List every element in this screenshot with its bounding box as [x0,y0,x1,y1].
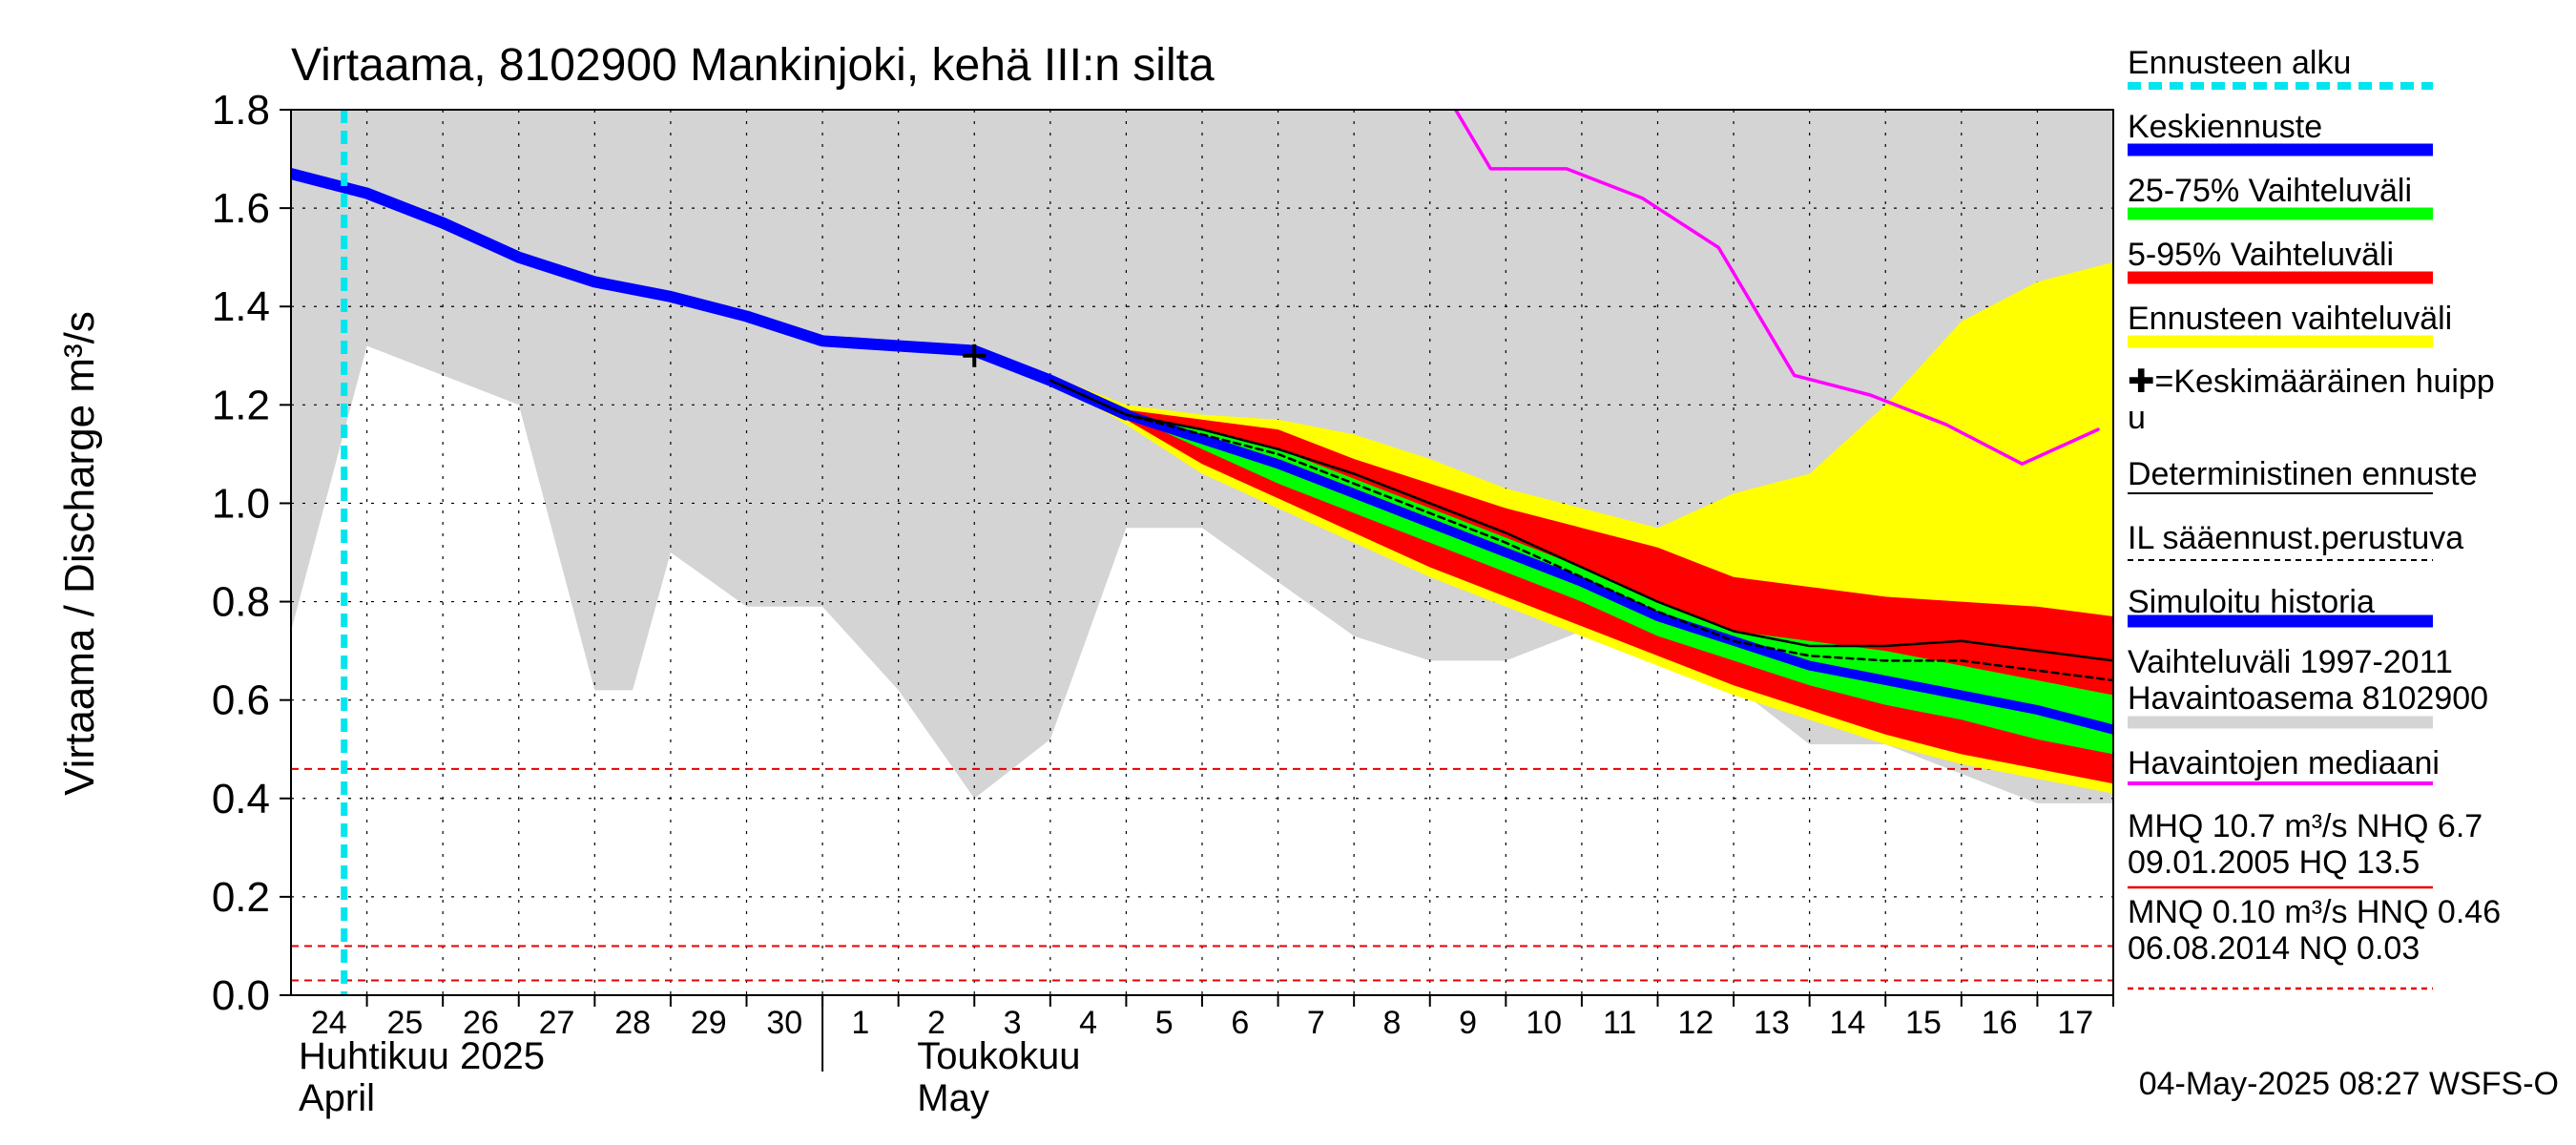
series-il-s-ennust-perustuva [1049,379,2113,682]
x-tick-label: 15 [1905,1005,1942,1041]
y-tick-label: 0.0 [212,972,270,1019]
x-tick-label: 14 [1830,1005,1866,1041]
legend-label-line2: Havaintoasema 8102900 [2128,680,2488,717]
x-tick-label: 6 [1231,1005,1249,1041]
legend-label: Vaihteluväli 1997-2011 [2128,644,2453,680]
axes: 0.00.20.40.60.81.01.21.41.61.824 25 26 27 28… [212,87,2114,1119]
x-tick-label: 11 [1603,1005,1636,1041]
legend-label: MHQ 10.7 m³/s NHQ 6.7 [2128,808,2483,844]
series-deterministinen-ennuste [1049,379,2113,662]
y-tick-label: 0.8 [212,579,270,626]
legend-label: Havaintojen mediaani [2128,745,2440,781]
x-tick-label: 27 [539,1005,575,1041]
legend-label: ✚=Keskimääräinen huipp [2128,364,2495,400]
y-tick-label: 1.8 [212,87,270,134]
x-tick-label: 7 [1307,1005,1325,1041]
x-tick-label: 17 [2057,1005,2093,1041]
x-tick-label: 13 [1754,1005,1790,1041]
legend-label: Simuloitu historia [2128,584,2375,620]
month-label-en: April [299,1077,375,1119]
month-label: Toukokuu [917,1035,1080,1077]
x-tick-label: 29 [691,1005,727,1041]
legend-label: Ennusteen vaihteluväli [2128,301,2452,337]
x-tick-label: 3 [1004,1005,1022,1041]
x-tick-label: 9 [1459,1005,1477,1041]
y-tick-label: 0.2 [212,874,270,921]
legend-label-line2: 06.08.2014 NQ 0.03 [2128,930,2420,967]
y-axis-label: Virtaama / Discharge m³/s [56,311,103,796]
month-label-en: May [917,1077,989,1119]
chart-title: Virtaama, 8102900 Mankinjoki, kehä III:n… [291,40,1215,91]
y-tick-label: 1.0 [212,480,270,527]
legend-label: 25-75% Vaihteluväli [2128,173,2412,209]
legend-label: Deterministinen ennuste [2128,456,2478,492]
x-tick-label: 26 [463,1005,499,1041]
x-tick-label: 5 [1155,1005,1174,1041]
legend-label: IL sääennust.perustuva [2128,520,2463,556]
x-tick-label: 8 [1382,1005,1401,1041]
y-tick-label: 0.4 [212,776,270,822]
y-tick-label: 1.6 [212,185,270,232]
legend-label-line2: 09.01.2005 HQ 13.5 [2128,844,2420,881]
legend-label-line2: u [2128,400,2146,436]
series-simuloitu-historia [291,168,1132,421]
x-tick-label: 1 [851,1005,869,1041]
y-tick-label: 1.2 [212,382,270,428]
legend-label: MNQ 0.10 m³/s HNQ 0.46 [2128,894,2501,930]
x-tick-label: 4 [1079,1005,1097,1041]
y-tick-label: 1.4 [212,283,270,330]
x-tick-label: 30 [766,1005,802,1041]
legend-label: 5-95% Vaihteluväli [2128,237,2394,273]
x-tick-label: 2 [927,1005,945,1041]
legend-label: Keskiennuste [2128,109,2322,145]
x-tick-label: 28 [614,1005,651,1041]
y-tick-label: 0.6 [212,677,270,724]
series-havaintojen-mediaani [1453,110,2100,466]
legend: Ennusteen alku Keskiennuste 25-75% Vaihtel… [2128,45,2501,990]
series-keskiennuste [1045,375,2113,735]
timestamp-footer: 04-May-2025 08:27 WSFS-O [2139,1066,2559,1102]
x-tick-label: 24 [311,1005,347,1041]
x-tick-label: 12 [1677,1005,1714,1041]
x-tick-label: 25 [386,1005,423,1041]
plot-area [291,110,2113,995]
legend-label: Ennusteen alku [2128,45,2351,81]
plot-content [291,110,2113,995]
month-label: Huhtikuu 2025 [299,1035,545,1077]
x-tick-label: 16 [1982,1005,2018,1041]
x-tick-label: 10 [1526,1005,1562,1041]
